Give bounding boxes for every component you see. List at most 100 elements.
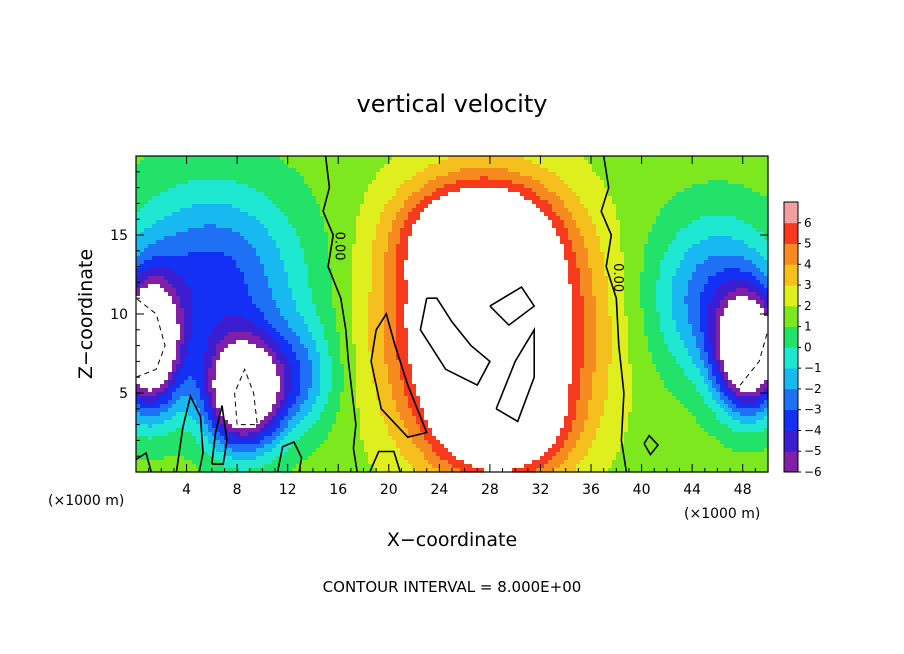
field-cell xyxy=(180,460,185,465)
field-cell xyxy=(372,456,377,461)
field-cell xyxy=(356,308,361,313)
field-cell xyxy=(208,180,213,185)
field-cell xyxy=(172,196,177,201)
field-cell xyxy=(296,188,301,193)
field-cell xyxy=(212,324,217,329)
field-cell xyxy=(276,280,281,285)
field-cell xyxy=(156,204,161,209)
field-cell xyxy=(376,408,381,413)
field-cell xyxy=(164,368,169,373)
field-cell xyxy=(136,428,141,433)
field-cell xyxy=(180,164,185,169)
field-cell xyxy=(140,228,145,233)
field-cell xyxy=(344,456,349,461)
field-cell xyxy=(368,368,373,373)
field-cell xyxy=(160,188,165,193)
field-cell xyxy=(384,296,389,301)
field-cell xyxy=(340,260,345,265)
field-cell xyxy=(264,248,269,253)
field-cell xyxy=(228,440,233,445)
field-cell xyxy=(136,408,141,413)
field-cell xyxy=(156,184,161,189)
field-cell xyxy=(284,212,289,217)
field-cell xyxy=(276,392,281,397)
field-cell xyxy=(332,368,337,373)
field-cell xyxy=(360,304,365,309)
field-cell xyxy=(244,204,249,209)
field-cell xyxy=(328,404,333,409)
field-cell xyxy=(236,412,241,417)
field-cell xyxy=(352,252,357,257)
field-cell xyxy=(312,180,317,185)
field-cell xyxy=(248,424,253,429)
field-cell xyxy=(296,244,301,249)
field-cell xyxy=(272,160,277,165)
field-cell xyxy=(328,232,333,237)
field-cell xyxy=(164,372,169,377)
field-cell xyxy=(272,252,277,257)
field-cell xyxy=(336,256,341,261)
field-cell xyxy=(156,260,161,265)
field-cell xyxy=(224,168,229,173)
field-cell xyxy=(188,168,193,173)
field-cell xyxy=(172,280,177,285)
field-cell xyxy=(376,176,381,181)
field-cell xyxy=(236,428,241,433)
field-cell xyxy=(336,328,341,333)
field-cell xyxy=(188,308,193,313)
field-cell xyxy=(160,400,165,405)
field-cell xyxy=(300,236,305,241)
field-cell xyxy=(196,432,201,437)
field-cell xyxy=(284,288,289,293)
field-cell xyxy=(168,344,173,349)
field-cell xyxy=(320,236,325,241)
field-cell xyxy=(280,368,285,373)
field-cell xyxy=(388,168,393,173)
field-cell xyxy=(328,208,333,213)
field-cell xyxy=(296,340,301,345)
field-cell xyxy=(380,356,385,361)
field-cell xyxy=(228,264,233,269)
field-cell xyxy=(184,304,189,309)
field-cell xyxy=(388,172,393,177)
field-cell xyxy=(188,196,193,201)
field-cell xyxy=(144,156,149,161)
field-cell xyxy=(196,196,201,201)
field-cell xyxy=(228,156,233,161)
field-cell xyxy=(228,260,233,265)
field-cell xyxy=(144,296,149,301)
field-cell xyxy=(332,156,337,161)
field-cell xyxy=(252,304,257,309)
field-cell xyxy=(320,404,325,409)
field-cell xyxy=(360,260,365,265)
field-cell xyxy=(296,308,301,313)
field-cell xyxy=(172,412,177,417)
field-cell xyxy=(160,388,165,393)
field-cell xyxy=(272,412,277,417)
field-cell xyxy=(172,444,177,449)
field-cell xyxy=(228,296,233,301)
field-cell xyxy=(364,308,369,313)
field-cell xyxy=(148,412,153,417)
field-cell xyxy=(296,208,301,213)
field-cell xyxy=(256,412,261,417)
field-cell xyxy=(352,360,357,365)
field-cell xyxy=(240,164,245,169)
field-cell xyxy=(196,220,201,225)
field-cell xyxy=(152,196,157,201)
field-cell xyxy=(368,208,373,213)
field-cell xyxy=(136,440,141,445)
field-cell xyxy=(196,208,201,213)
field-cell xyxy=(196,436,201,441)
field-cell xyxy=(176,412,181,417)
field-cell xyxy=(272,236,277,241)
field-cell xyxy=(284,264,289,269)
field-cell xyxy=(376,376,381,381)
field-cell xyxy=(252,204,257,209)
field-cell xyxy=(172,168,177,173)
field-cell xyxy=(160,312,165,317)
field-cell xyxy=(328,176,333,181)
field-cell xyxy=(344,320,349,325)
field-cell xyxy=(224,448,229,453)
field-cell xyxy=(332,424,337,429)
